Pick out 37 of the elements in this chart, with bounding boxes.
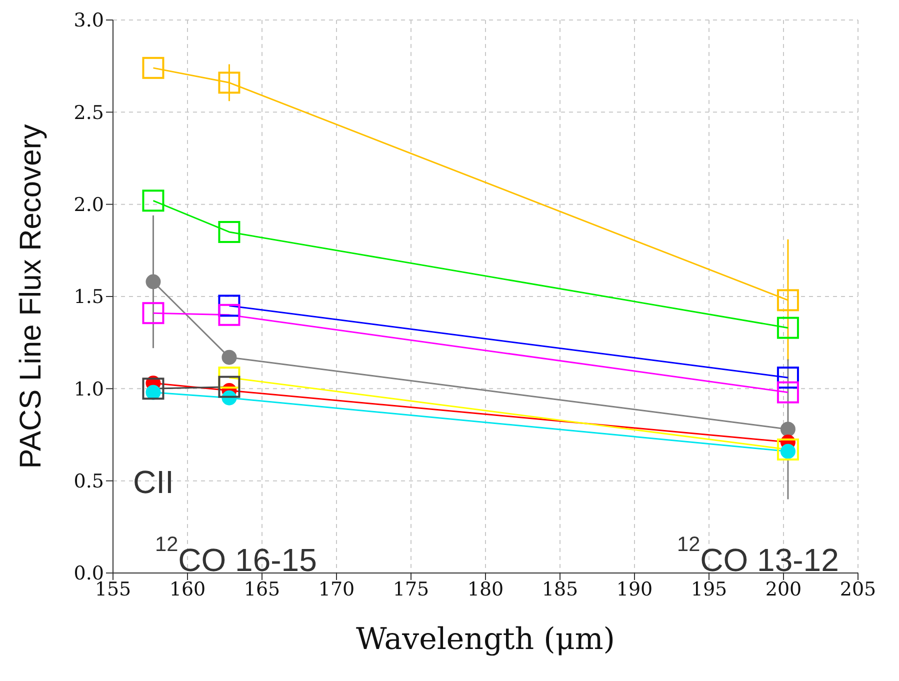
point [776, 366, 799, 389]
x-tick-label: 170 [318, 578, 355, 600]
point [218, 376, 240, 398]
x-tick-label: 180 [467, 578, 504, 600]
y-tick-label: 1.0 [74, 378, 104, 400]
point [218, 220, 240, 243]
point [142, 302, 164, 324]
x-tick-label: 175 [392, 578, 430, 600]
point [218, 304, 240, 326]
annotation: CII [133, 464, 174, 500]
x-tick-label: 160 [169, 578, 206, 600]
point [142, 378, 164, 400]
point [222, 350, 237, 365]
point [142, 56, 164, 79]
point [780, 422, 796, 437]
point [146, 274, 161, 290]
point [142, 190, 164, 212]
annotation: $^{12}$CO 13-12 [677, 532, 839, 578]
x-tick-label: 190 [616, 578, 653, 600]
x-tick-label: 195 [690, 578, 728, 600]
point [218, 72, 240, 94]
point [776, 289, 799, 312]
x-axis-title: Wavelength (μm) [356, 622, 615, 657]
x-tick-label: 200 [765, 578, 802, 600]
y-tick-label: 0.5 [74, 470, 104, 493]
x-tick-label: 205 [840, 578, 876, 600]
x-tick-label: 165 [244, 578, 280, 600]
y-tick-label: 2.0 [74, 194, 104, 216]
y-tick-label: 2.5 [74, 102, 104, 124]
point [776, 438, 799, 460]
y-tick-label: 3.0 [74, 10, 104, 32]
point [776, 316, 799, 339]
x-tick-label: 185 [542, 578, 578, 600]
y-axis-title: PACS Line Flux Recovery [14, 124, 48, 469]
y-tick-label: 1.5 [74, 286, 104, 308]
point [776, 381, 799, 404]
annotation: $^{12}$CO 16-15 [155, 532, 317, 578]
